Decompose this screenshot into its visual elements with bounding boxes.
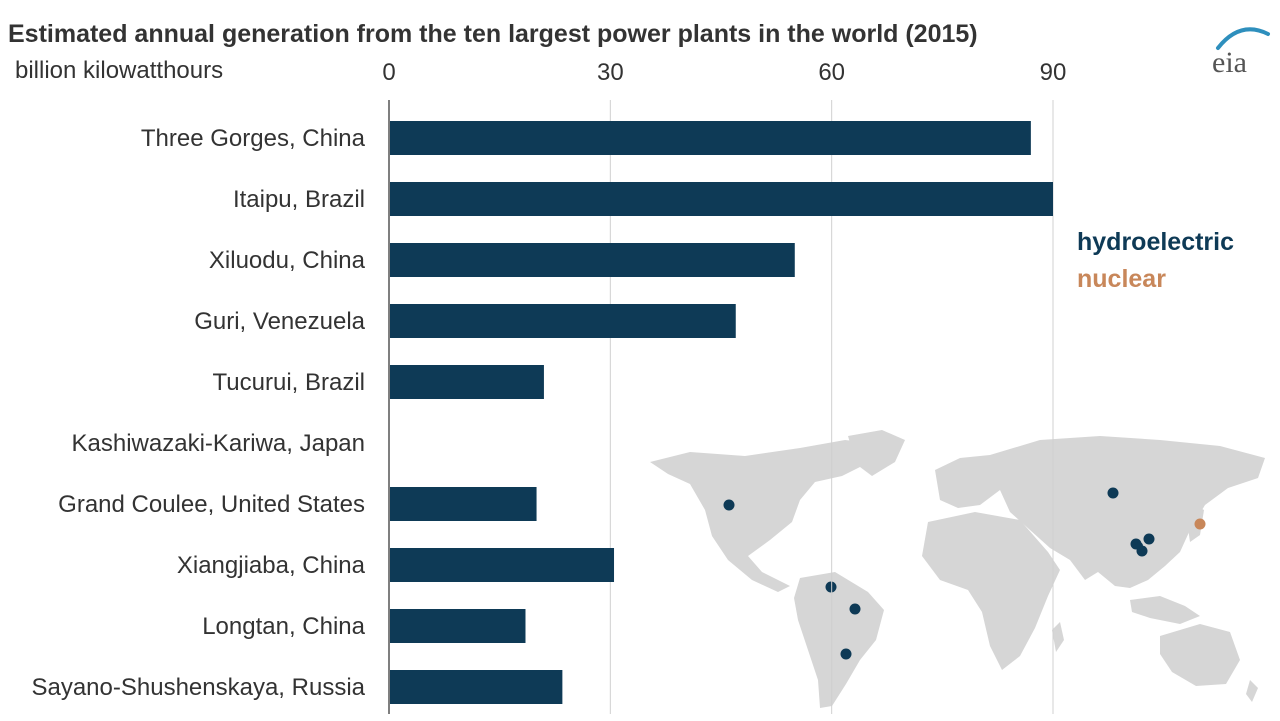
- map-south-america: [794, 572, 884, 708]
- unit-label: billion kilowatthours: [15, 57, 223, 84]
- legend: hydroelectric nuclear: [1077, 228, 1234, 293]
- map-greenland: [848, 430, 905, 476]
- x-axis-ticks: 0 30 60 90: [382, 59, 1066, 86]
- bar: [390, 609, 526, 643]
- map-europe: [935, 455, 1010, 508]
- map-asia: [990, 436, 1265, 588]
- category-labels: Three Gorges, China Itaipu, Brazil Xiluodu…: [31, 125, 365, 701]
- chart-title: Estimated annual generation from the ten…: [8, 20, 978, 48]
- bar: [390, 670, 563, 704]
- x-tick-label: 30: [597, 59, 624, 86]
- plant-marker: [840, 648, 852, 660]
- category-label: Sayano-Shushenskaya, Russia: [31, 674, 365, 701]
- plant-marker-nuclear: [1194, 518, 1206, 530]
- x-tick-label: 0: [382, 59, 395, 86]
- world-map: [650, 430, 1265, 708]
- category-label: Tucurui, Brazil: [213, 369, 365, 396]
- map-africa: [922, 512, 1060, 670]
- bar: [390, 548, 615, 582]
- map-north-america: [650, 440, 880, 592]
- eia-logo: eia: [1212, 27, 1270, 79]
- eia-logo-text: eia: [1212, 46, 1247, 79]
- category-label: Longtan, China: [202, 613, 365, 640]
- legend-item-nuclear: nuclear: [1077, 265, 1166, 293]
- plant-marker: [825, 581, 837, 593]
- map-southeast-asia: [1130, 596, 1200, 624]
- plant-marker: [1107, 487, 1119, 499]
- x-tick-label: 90: [1040, 59, 1067, 86]
- category-label: Itaipu, Brazil: [233, 186, 365, 213]
- map-new-zealand: [1246, 680, 1258, 702]
- category-label: Kashiwazaki-Kariwa, Japan: [72, 430, 365, 457]
- bar: [390, 121, 1031, 155]
- bar: [390, 243, 795, 277]
- category-label: Three Gorges, China: [141, 125, 366, 152]
- bar: [390, 182, 1053, 216]
- category-label: Xiluodu, China: [209, 247, 366, 274]
- bar: [390, 365, 544, 399]
- plant-marker: [1135, 542, 1143, 550]
- category-label: Guri, Venezuela: [194, 308, 365, 335]
- x-tick-label: 60: [818, 59, 845, 86]
- category-label: Grand Coulee, United States: [58, 491, 365, 518]
- bar: [390, 304, 736, 338]
- plant-marker: [1143, 533, 1155, 545]
- bar: [390, 487, 537, 521]
- map-australia: [1160, 624, 1240, 686]
- map-madagascar: [1052, 622, 1064, 652]
- category-label: Xiangjiaba, China: [177, 552, 366, 579]
- plant-marker: [723, 499, 735, 511]
- eia-logo-swoosh: [1216, 27, 1270, 50]
- plant-marker: [849, 603, 861, 615]
- legend-item-hydroelectric: hydroelectric: [1077, 228, 1234, 256]
- bars: [390, 121, 1053, 704]
